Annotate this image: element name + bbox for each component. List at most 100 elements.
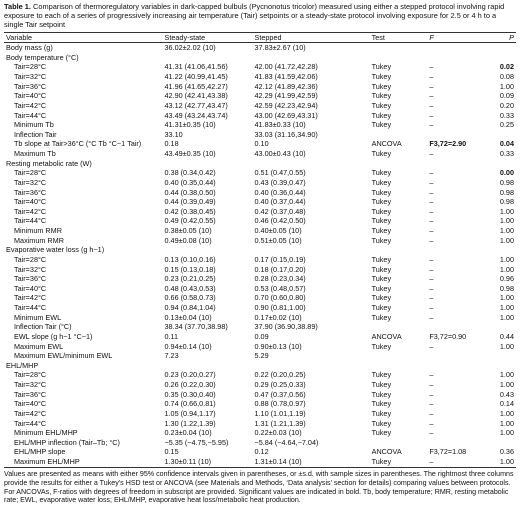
cell-variable: Body temperature (°C) [6, 52, 79, 62]
cell-f: – [429, 418, 434, 428]
cell-f [427, 351, 486, 361]
table-row: Tair=40°C 0.44 (0.39,0.49) 0.40 (0.37,0.44… [4, 197, 516, 207]
table-row: Maximum EHL/MHP 1.30±0.11 (10) 1.31±0.14 (… [4, 457, 516, 468]
cell-f: – [429, 235, 434, 245]
table-row: Tair=28°C 41.31 (41.06,41.56) 42.00 (41.72… [4, 62, 516, 72]
cell-stepped: 43.00 (42.69,43.31) [254, 110, 318, 120]
cell-test: Tukey [371, 120, 392, 130]
cell-p: 0.14 [499, 399, 514, 409]
cell-test: Tukey [371, 254, 392, 264]
table-row: Tair=40°C 42.90 (42.41,43.38) 42.29 (41.99… [4, 91, 516, 101]
cell-variable: Body mass (g) [6, 43, 53, 53]
cell-test: Tukey [371, 283, 392, 293]
cell-f: – [429, 254, 434, 264]
cell-test: Tukey [371, 418, 392, 428]
cell-steady-state: 0.23 (0.21,0.25) [164, 274, 216, 284]
cell-variable: Tair=40°C [14, 91, 47, 101]
cell-stepped: 0.17 (0.15,0.19) [254, 254, 306, 264]
cell-f: – [429, 110, 434, 120]
cell-test: Tukey [371, 110, 392, 120]
cell-variable: Tair=28°C [14, 168, 47, 178]
table-row: Maximum EWL 0.94±0.14 (10) 0.90±0.13 (10) T… [4, 342, 516, 352]
table-row: Minimum Tb 41.31±0.35 (10) 41.83±0.33 (10)… [4, 120, 516, 130]
cell-p: 0.33 [499, 149, 514, 159]
table-row: Tair=32°C 0.15 (0.13,0.18) 0.18 (0.17,0.20… [4, 265, 516, 275]
cell-stepped: 0.28 (0.23,0.34) [254, 274, 306, 284]
cell-p: 1.00 [499, 254, 514, 264]
cell-test: Tukey [371, 187, 392, 197]
cell-f: – [429, 197, 434, 207]
cell-p: 1.00 [499, 81, 514, 91]
cell-steady-state: 0.44 (0.38,0.50) [164, 187, 216, 197]
cell-f: – [429, 72, 434, 82]
cell-test: Tukey [371, 389, 392, 399]
cell-f: – [429, 81, 434, 91]
table-row: Inflection Tair 33.10 33.03 (31.16,34.90) [4, 130, 516, 140]
table-row: Tair=42°C 0.42 (0.38,0.45) 0.42 (0.37,0.48… [4, 207, 516, 217]
cell-variable: Maximum EWL [14, 341, 64, 351]
cell-steady-state: 0.38 (0.34,0.42) [164, 168, 216, 178]
table-row: Minimum RMR 0.38±0.05 (10) 0.40±0.05 (10) T… [4, 226, 516, 236]
cell-variable: Minimum EHL/MHP [14, 428, 78, 438]
header-row: Variable Steady-state Stepped Test F P [4, 31, 516, 44]
cell-test: Tukey [371, 197, 392, 207]
cell-f: – [429, 293, 434, 303]
table-row: Minimum EHL/MHP 0.23±0.04 (10) 0.22±0.03 (… [4, 428, 516, 438]
table-row: Tair=36°C 0.35 (0.30,0.40) 0.47 (0.37,0.56… [4, 390, 516, 400]
cell-stepped [253, 361, 370, 371]
cell-p: 1.00 [499, 370, 514, 380]
cell-variable: Minimum Tb [14, 120, 54, 130]
cell-steady-state: −5.35 (−4.75,−5.95) [164, 437, 229, 447]
cell-variable: Maximum EWL/minimum EWL [14, 351, 113, 361]
cell-steady-state: 41.31±0.35 (10) [164, 120, 216, 130]
cell-steady-state: 33.10 [164, 129, 183, 139]
cell-test: Tukey [371, 168, 392, 178]
cell-test [370, 351, 428, 361]
cell-f [427, 438, 486, 448]
cell-variable: Tair=40°C [14, 197, 47, 207]
cell-stepped: 0.12 [254, 447, 269, 457]
cell-stepped: −5.84 (−4.64,−7.04) [254, 437, 319, 447]
cell-stepped: 1.10 (1.01,1.19) [254, 408, 306, 418]
cell-f [427, 43, 486, 53]
cell-variable: Tair=42°C [14, 100, 47, 110]
cell-stepped: 0.10 [254, 139, 269, 149]
cell-stepped: 42.59 (42.23,42.94) [254, 100, 318, 110]
table-row: Tair=32°C 0.40 (0.35,0.44) 0.43 (0.39,0.47… [4, 178, 516, 188]
cell-f: – [429, 62, 434, 72]
table-row: Tair=40°C 0.48 (0.43,0.53) 0.53 (0.48,0.57… [4, 284, 516, 294]
header-f: F [427, 31, 487, 44]
cell-test: Tukey [371, 235, 392, 245]
cell-variable: Evaporative water loss (g h−1) [6, 245, 105, 255]
cell-steady-state: 0.49±0.08 (10) [164, 235, 212, 245]
cell-stepped: 0.09 [254, 331, 269, 341]
cell-p: 1.00 [499, 418, 514, 428]
table-row: Tair=42°C 1.05 (0.94,1.17) 1.10 (1.01,1.19… [4, 409, 516, 419]
cell-steady-state: 43.49±0.35 (10) [164, 149, 216, 159]
cell-p [486, 130, 516, 140]
cell-variable: Minimum RMR [14, 226, 62, 236]
cell-f: – [429, 370, 434, 380]
cell-stepped [253, 245, 370, 255]
cell-variable: EWL slope (g h−1 °C−1) [14, 331, 93, 341]
cell-test: Tukey [371, 370, 392, 380]
cell-stepped: 37.90 (36.90,38.89) [254, 322, 318, 332]
cell-test [370, 43, 428, 53]
cell-f: – [429, 177, 434, 187]
table-row: Tair=44°C 43.49 (43.24,43.74) 43.00 (42.69… [4, 111, 516, 121]
table-row: Tb slope at Tair>36°C (°C Tb °C−1 Tair) 0… [4, 139, 516, 149]
cell-test: ANCOVA [371, 331, 402, 341]
cell-p: 0.09 [499, 91, 514, 101]
cell-stepped: 0.88 (0.78,0.97) [254, 399, 306, 409]
header-variable: Variable [4, 31, 163, 44]
cell-steady-state [163, 245, 253, 255]
cell-test [370, 53, 428, 63]
cell-f [427, 53, 486, 63]
cell-variable: Tair=42°C [14, 293, 47, 303]
cell-variable: Tair=40°C [14, 283, 47, 293]
cell-p: 0.02 [499, 62, 514, 72]
cell-variable: Tair=36°C [14, 389, 47, 399]
cell-steady-state: 0.35 (0.30,0.40) [164, 389, 216, 399]
data-table: Variable Steady-state Stepped Test F P B… [4, 31, 516, 468]
cell-test: Tukey [371, 91, 392, 101]
